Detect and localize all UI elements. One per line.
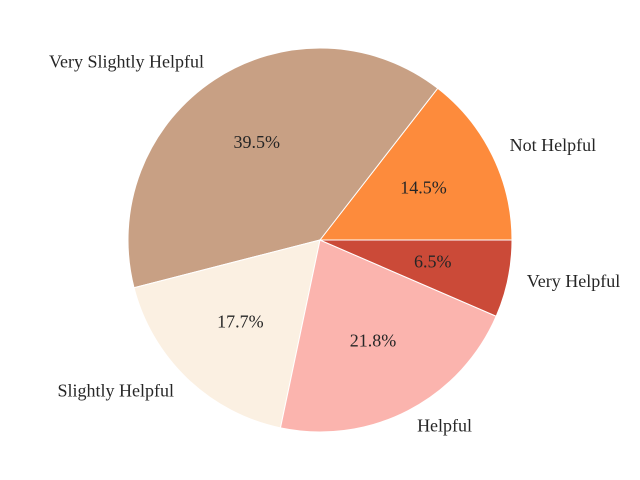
slice-label: Not Helpful [510,135,596,155]
slice-label: Very Helpful [527,271,620,291]
slice-label: Slightly Helpful [57,381,174,401]
pie-slice [127,47,439,289]
value-label: 39.5% [234,132,281,152]
slice-label: Helpful [417,416,472,436]
value-label: 21.8% [350,330,397,350]
pie-slice [279,239,497,433]
pie-slice [133,239,321,429]
value-label: 6.5% [414,251,452,271]
pie-slice [319,239,513,317]
value-label: 14.5% [400,177,447,197]
pie-slice [318,87,513,241]
value-label: 17.7% [217,311,264,331]
slice-label: Very Slightly Helpful [49,52,204,72]
